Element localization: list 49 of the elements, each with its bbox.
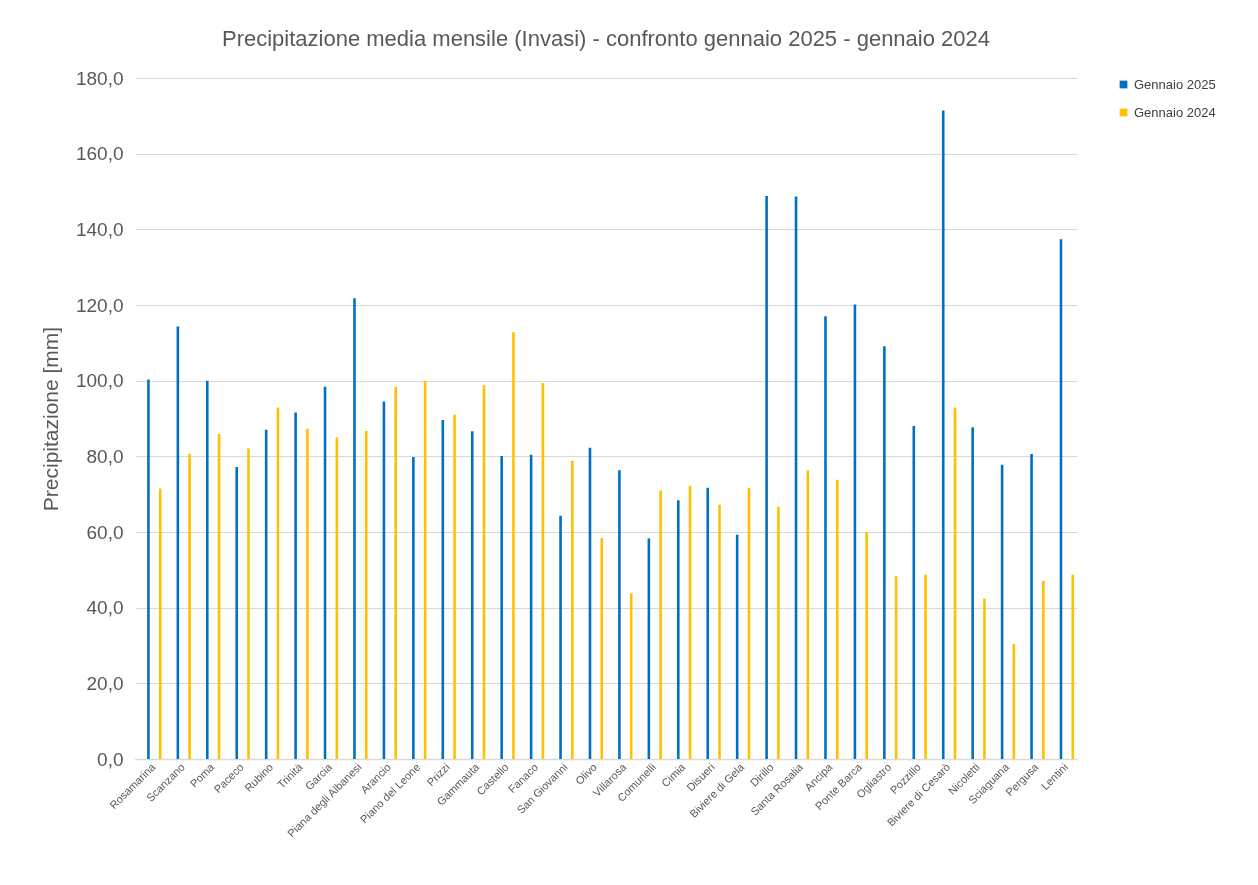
- y-tick-label: 20,0: [86, 672, 124, 694]
- y-tick-label: 80,0: [86, 445, 124, 467]
- y-tick-label: 180,0: [75, 67, 124, 89]
- y-tick-label: 60,0: [86, 521, 124, 543]
- y-axis-title: Precipitazione [mm]: [38, 326, 62, 512]
- bar: [718, 504, 721, 759]
- bar: [571, 460, 574, 759]
- legend-label: Gennaio 2025: [1134, 76, 1216, 92]
- bar: [659, 490, 662, 759]
- bar: [559, 515, 562, 759]
- chart-title: Precipitazione media mensile (Invasi) - confronto gennaio 2025 - gennaio 2024: [221, 26, 991, 51]
- bar: [600, 538, 604, 759]
- bar: [306, 428, 309, 759]
- bar: [235, 466, 239, 759]
- bar: [470, 431, 474, 759]
- bar: [924, 574, 927, 759]
- bar: [364, 430, 368, 759]
- legend-label: Gennaio 2024: [1134, 104, 1216, 120]
- bar: [983, 598, 986, 759]
- bar: [835, 479, 839, 759]
- bar: [777, 506, 780, 759]
- bar: [618, 470, 621, 759]
- y-tick-label: 120,0: [75, 294, 124, 316]
- y-tick-label: 100,0: [75, 370, 124, 392]
- bar: [677, 500, 680, 759]
- bar: [1071, 574, 1075, 759]
- bar: [247, 448, 250, 759]
- bar: [147, 379, 150, 759]
- bar: [188, 453, 191, 759]
- bar: [706, 487, 710, 759]
- bar: [865, 532, 868, 759]
- bar: [1042, 580, 1045, 759]
- bar: [765, 196, 768, 759]
- bar: [394, 386, 397, 759]
- y-tick-label: 140,0: [75, 218, 124, 240]
- bar: [206, 380, 209, 759]
- bar: [971, 427, 974, 759]
- bar: [1030, 454, 1033, 759]
- bar: [824, 316, 827, 759]
- bar: [453, 414, 456, 759]
- bar: [500, 455, 503, 759]
- y-tick-label: 40,0: [86, 597, 124, 619]
- bar: [412, 457, 415, 759]
- bar: [294, 412, 297, 759]
- bar: [353, 298, 356, 759]
- bar: [512, 332, 515, 759]
- bar: [941, 110, 945, 759]
- bar: [883, 346, 886, 759]
- y-tick-label: 160,0: [75, 143, 124, 165]
